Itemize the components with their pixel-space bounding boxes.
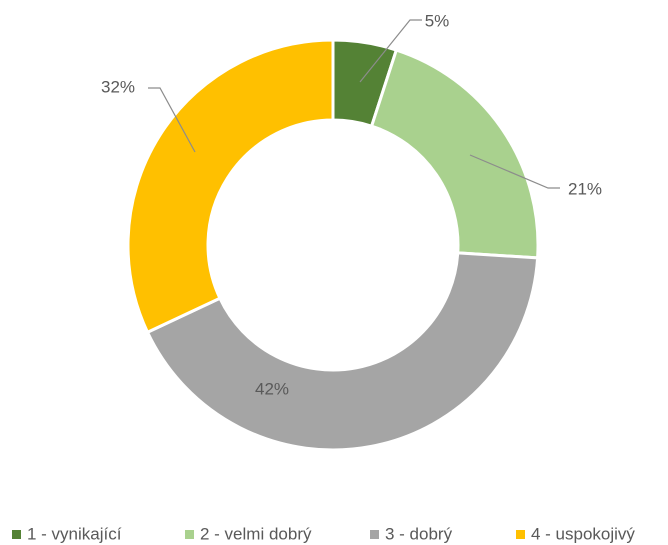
leader-line — [469, 154, 560, 189]
legend-swatch — [12, 530, 21, 539]
leader-line — [148, 87, 196, 153]
leader-line — [359, 19, 422, 83]
legend-swatch — [370, 530, 379, 539]
legend-label: 2 - velmi dobrý — [200, 524, 312, 543]
data-label: 32% — [101, 77, 135, 96]
legend-swatch — [185, 530, 194, 539]
legend-swatch — [516, 530, 525, 539]
data-label: 42% — [255, 379, 289, 398]
data-label: 5% — [425, 11, 450, 30]
donut-segment — [145, 251, 540, 452]
legend-label: 3 - dobrý — [385, 524, 453, 543]
donut-segment — [369, 48, 540, 260]
legend-label: 4 - uspokojivý — [531, 524, 635, 543]
data-label: 21% — [568, 179, 602, 198]
donut-segment — [126, 38, 335, 335]
legend-label: 1 - vynikající — [27, 524, 122, 543]
